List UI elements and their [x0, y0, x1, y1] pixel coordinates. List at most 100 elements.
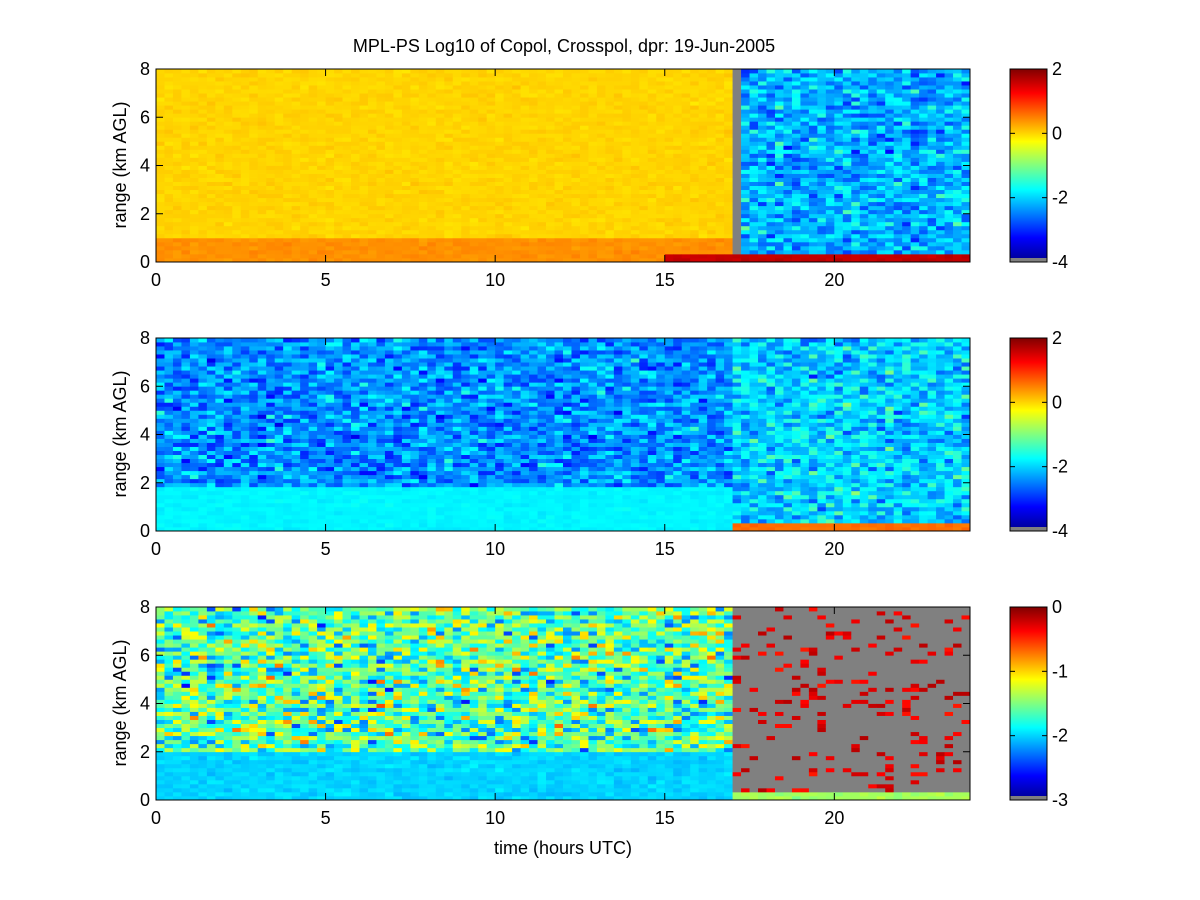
heatmap-cell [910, 201, 920, 207]
heatmap-cell [630, 109, 640, 114]
heatmap-cell [427, 145, 437, 150]
heatmap-cell [393, 141, 403, 146]
heatmap-cell [681, 233, 691, 239]
heatmap-cell [783, 197, 793, 203]
heatmap-cell [334, 121, 343, 126]
heatmap-cell [613, 145, 623, 150]
heatmap-cell [232, 169, 242, 174]
heatmap-cell [885, 173, 895, 178]
heatmap-cell [308, 217, 318, 223]
heatmap-cell [469, 133, 479, 138]
heatmap-cell [469, 113, 479, 118]
heatmap-cell [622, 153, 632, 158]
heatmap-cell [639, 129, 649, 134]
heatmap-cell [240, 177, 250, 182]
heatmap-cell [563, 213, 572, 219]
heatmap-cell [376, 201, 386, 207]
heatmap-cell [300, 201, 310, 207]
heatmap-cell [317, 93, 326, 98]
heatmap-cell [164, 362, 174, 367]
heatmap-cell [919, 105, 929, 110]
heatmap-cell [868, 113, 878, 118]
heatmap-cell [410, 89, 420, 94]
heatmap-cell [919, 181, 929, 186]
heatmap-cell [435, 73, 445, 78]
heatmap-cell [953, 133, 962, 138]
heatmap-cell [664, 213, 674, 219]
heatmap-cell [418, 161, 428, 166]
heatmap-cell [876, 153, 886, 158]
heatmap-cell [613, 217, 623, 223]
heatmap-cell [961, 249, 971, 255]
heatmap-cell [529, 121, 538, 126]
heatmap-cell [622, 237, 632, 243]
heatmap-cell [791, 205, 801, 211]
heatmap-cell [469, 213, 479, 219]
heatmap-cell [783, 185, 793, 191]
heatmap-cell [859, 201, 869, 207]
heatmap-cell [910, 149, 920, 154]
heatmap-cell [842, 201, 852, 207]
heatmap-cell [172, 241, 182, 247]
heatmap-cell [774, 161, 784, 166]
heatmap-cell [156, 141, 165, 146]
heatmap-cell [546, 137, 555, 142]
heatmap-cell [495, 237, 505, 243]
heatmap-cell [571, 253, 581, 259]
heatmap-cell [596, 101, 606, 106]
heatmap-cell [351, 77, 360, 82]
heatmap-cell [681, 237, 691, 243]
heatmap-cell [317, 69, 326, 74]
heatmap-cell [902, 73, 912, 78]
heatmap-cell [825, 85, 835, 90]
heatmap-cell [791, 81, 801, 86]
heatmap-cell [783, 237, 793, 243]
heatmap-cell [444, 245, 454, 251]
heatmap-cell [758, 141, 767, 146]
heatmap-cell [486, 141, 496, 146]
heatmap-cell [808, 129, 818, 134]
heatmap-cell [274, 125, 284, 130]
heatmap-cell [274, 225, 284, 231]
heatmap-cell [724, 113, 733, 118]
heatmap-cell [359, 237, 369, 243]
heatmap-cell [198, 217, 208, 223]
heatmap-cell [435, 253, 445, 259]
heatmap-cell [469, 149, 479, 154]
heatmap-cell [384, 141, 394, 146]
heatmap-cell [690, 237, 700, 243]
heatmap-cell [300, 101, 310, 106]
heatmap-cell [673, 177, 683, 182]
heatmap-cell [859, 169, 869, 174]
heatmap-cell [351, 245, 360, 251]
heatmap-cell [444, 69, 454, 74]
heatmap-cell [486, 157, 496, 162]
heatmap-cell [266, 89, 276, 94]
heatmap-cell [189, 145, 199, 150]
heatmap-cell [435, 245, 445, 251]
heatmap-cell [300, 133, 310, 138]
heatmap-cell [215, 193, 225, 199]
heatmap-cell [639, 141, 649, 146]
heatmap-cell [300, 181, 310, 186]
heatmap-cell [317, 237, 326, 243]
heatmap-cell [342, 145, 352, 150]
heatmap-cell [257, 169, 267, 174]
heatmap-cell [401, 197, 411, 203]
heatmap-cell [825, 229, 835, 235]
heatmap-cell [469, 101, 479, 106]
heatmap-cell [715, 85, 725, 90]
heatmap-cell [800, 149, 810, 154]
heatmap-cell [868, 233, 878, 239]
heatmap-cell [486, 249, 496, 255]
heatmap-cell [172, 494, 182, 500]
heatmap-cell [164, 141, 174, 146]
heatmap-cell [266, 85, 276, 90]
heatmap-cell [859, 93, 869, 98]
heatmap-cell [563, 105, 572, 110]
heatmap-cell [376, 189, 386, 195]
heatmap-cell [495, 185, 505, 191]
heatmap-cell [546, 97, 555, 102]
heatmap-cell [953, 149, 962, 154]
heatmap-cell [478, 97, 488, 102]
